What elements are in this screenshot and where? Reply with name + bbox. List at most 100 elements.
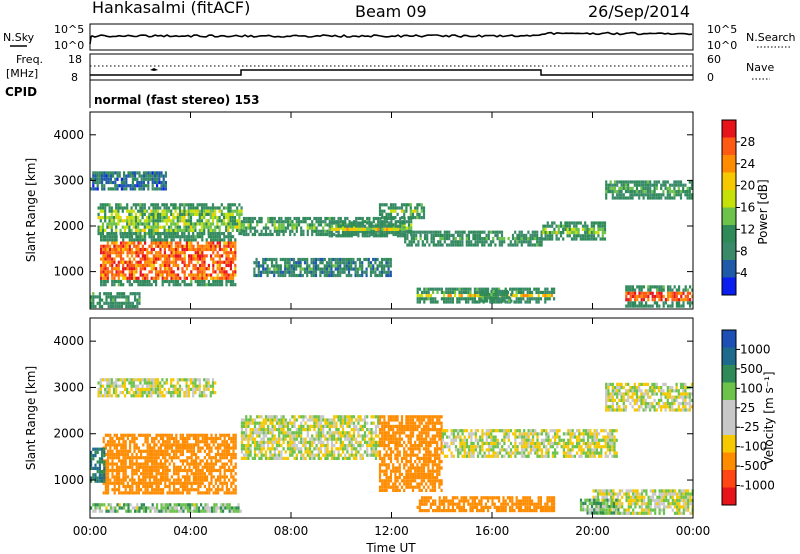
heatmap-cell [533,287,536,291]
heatmap-cell [664,180,667,184]
heatmap-cell [470,240,473,244]
heatmap-cell [115,436,118,441]
heatmap-cell [153,443,156,447]
heatmap-cell [679,196,683,200]
heatmap-cell [302,444,305,448]
heatmap-cell [197,449,200,453]
heatmap-cell [311,418,314,422]
colorbar-swatch [722,137,736,156]
heatmap-cell [494,289,497,293]
heatmap-cell [120,292,123,296]
heatmap-cell [192,247,195,252]
heatmap-cell [122,244,125,248]
heatmap-cell [592,227,596,231]
heatmap-cell [291,434,294,438]
heatmap-cell [113,247,116,252]
heatmap-cell [144,462,147,466]
heatmap-cell [232,465,235,469]
heatmap-cell [119,228,122,232]
colorbar-swatch [722,190,736,208]
heatmap-cell [383,234,386,238]
heatmap-cell [467,237,471,241]
heatmap-cell [153,488,156,492]
heatmap-cell [177,247,180,252]
heatmap-cell [146,472,149,476]
heatmap-cell [400,203,404,207]
heatmap-cell [104,263,107,268]
heatmap-cell [653,180,656,184]
heatmap-cell [167,216,171,220]
heatmap-cell [122,251,125,255]
heatmap-cell [115,433,118,437]
heatmap-cell [636,304,639,308]
heatmap-cell [181,387,184,391]
heatmap-cell [642,196,645,200]
heatmap-cell [112,232,116,236]
heatmap-cell [140,478,143,482]
heatmap-cell [660,294,663,299]
heatmap-cell [409,212,412,216]
heatmap-cell [199,263,202,268]
heatmap-cell [214,283,217,287]
heatmap-cell [267,424,270,428]
heatmap-cell [137,247,140,252]
heatmap-cell [118,440,121,444]
heatmap-cell [137,251,140,255]
heatmap-cell [635,193,639,197]
heatmap-cell [236,209,239,213]
heatmap-cell [222,219,226,223]
heatmap-cell [216,276,219,280]
heatmap-cell [404,230,407,234]
heatmap-cell [110,216,113,220]
heatmap-cell [126,251,129,255]
heatmap-cell [179,254,182,258]
heatmap-cell [319,273,322,278]
heatmap-cell [155,251,158,255]
heatmap-cell [450,240,453,244]
heatmap-cell [234,247,237,252]
heatmap-cell [172,378,175,382]
heatmap-cell [208,449,211,453]
heatmap-cell [161,203,164,207]
heatmap-cell [114,298,117,302]
heatmap-cell [155,260,158,264]
heatmap-cell [161,394,164,398]
heatmap-cell [218,241,221,245]
heatmap-cell [128,267,131,271]
heatmap-cell [603,227,607,231]
heatmap-cell [505,296,508,300]
heatmap-cell [311,415,314,419]
heatmap-cell [158,177,161,181]
heatmap-cell [264,270,267,274]
heatmap-cell [688,190,691,194]
heatmap-cell [437,233,440,237]
heatmap-cell [130,260,134,264]
heatmap-cell [98,295,101,299]
heatmap-cell [201,468,204,473]
heatmap-cell [212,436,215,441]
nave-tick-bottom: 0 [707,71,714,84]
heatmap-cell [227,209,230,213]
heatmap-cell [374,229,378,233]
heatmap-cell [185,381,188,385]
heatmap-cell [188,456,191,460]
heatmap-cell [116,177,119,181]
heatmap-cell [385,224,389,228]
heatmap-cell [230,456,233,460]
heatmap-cell [399,234,402,238]
heatmap-cell [655,186,658,190]
heatmap-cell [480,287,483,291]
heatmap-cell [164,433,167,437]
heatmap-cell [323,257,326,262]
heatmap-cell [520,233,523,237]
heatmap-cell [134,295,137,299]
heatmap-cell [130,273,134,277]
heatmap-cell [203,436,206,441]
heatmap-cell [647,298,650,302]
heatmap-cell [124,446,127,450]
heatmap-cell [586,234,589,238]
heatmap-cell [151,452,154,457]
heatmap-cell [520,237,523,241]
heatmap-cell [92,180,95,185]
heatmap-cell [111,283,114,287]
